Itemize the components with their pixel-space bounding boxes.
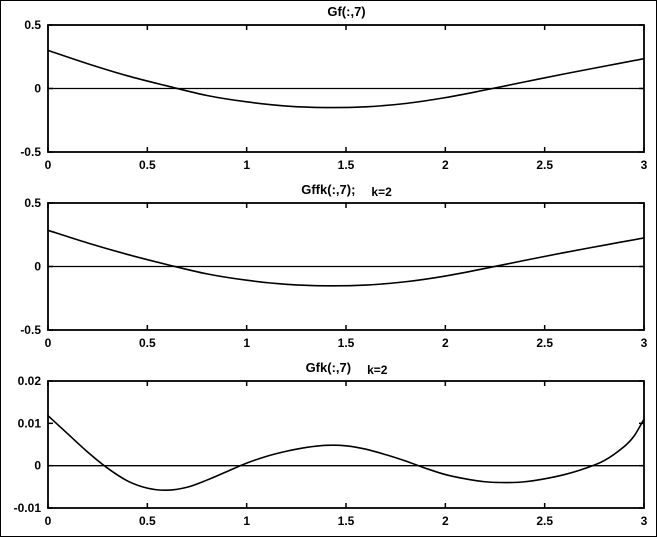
x-tick-label: 1 — [243, 514, 250, 528]
y-tick-label: 0 — [34, 82, 41, 96]
x-tick-label: 1.5 — [338, 514, 355, 528]
subplot-gfk: Gfk(:,7) k=2 0 0.5 1 1.5 2 2.5 3 -0.01 0 0.01 0.02 — [1, 357, 656, 535]
x-tick-label: 2 — [442, 514, 449, 528]
x-tick-label: 2.5 — [536, 158, 553, 172]
x-tick-label: 1.5 — [338, 158, 355, 172]
plot-canvas-gffk: 0 0.5 1 1.5 2 2.5 3 -0.5 0 0.5 — [20, 196, 648, 350]
y-tick-label: -0.5 — [20, 323, 41, 337]
x-tick-label: 3 — [641, 158, 648, 172]
y-tick-label: 0 — [34, 459, 41, 473]
y-tick-label: 0.5 — [24, 196, 41, 210]
x-tick-label: 2 — [442, 336, 449, 350]
y-tick-label: 0.5 — [24, 18, 41, 32]
x-tick-label: 2 — [442, 158, 449, 172]
y-tick-label: -0.5 — [20, 145, 41, 159]
x-tick-label: 0 — [45, 158, 52, 172]
y-tick-label: 0.01 — [18, 416, 42, 430]
y-tick-label: 0.02 — [18, 374, 42, 388]
x-tick-label: 3 — [641, 514, 648, 528]
x-tick-label: 1 — [243, 158, 250, 172]
x-tick-label: 0.5 — [139, 514, 156, 528]
data-curve — [47, 49, 645, 109]
data-curve — [47, 414, 645, 492]
x-tick-label: 3 — [641, 336, 648, 350]
x-tick-label: 1.5 — [338, 336, 355, 350]
x-tick-label: 0.5 — [139, 336, 156, 350]
x-tick-label: 1 — [243, 336, 250, 350]
y-tick-label: 0 — [34, 260, 41, 274]
x-tick-label: 0.5 — [139, 158, 156, 172]
x-tick-label: 0 — [45, 514, 52, 528]
y-tick-label: -0.01 — [14, 501, 42, 515]
subplot-gf: Gf(:,7) 0 0.5 1 1.5 2 2.5 3 -0.5 0 0.5 — [1, 1, 656, 179]
data-curve — [47, 229, 645, 287]
plot-canvas-gf: 0 0.5 1 1.5 2 2.5 3 -0.5 0 0.5 — [20, 18, 648, 172]
axes-box — [47, 380, 645, 509]
x-tick-label: 2.5 — [536, 514, 553, 528]
x-tick-label: 2.5 — [536, 336, 553, 350]
subplot-gffk: Gffk(:,7); k=2 0 0.5 1 1.5 2 2.5 3 -0.5 0 0.5 — [1, 179, 656, 357]
x-tick-label: 0 — [45, 336, 52, 350]
